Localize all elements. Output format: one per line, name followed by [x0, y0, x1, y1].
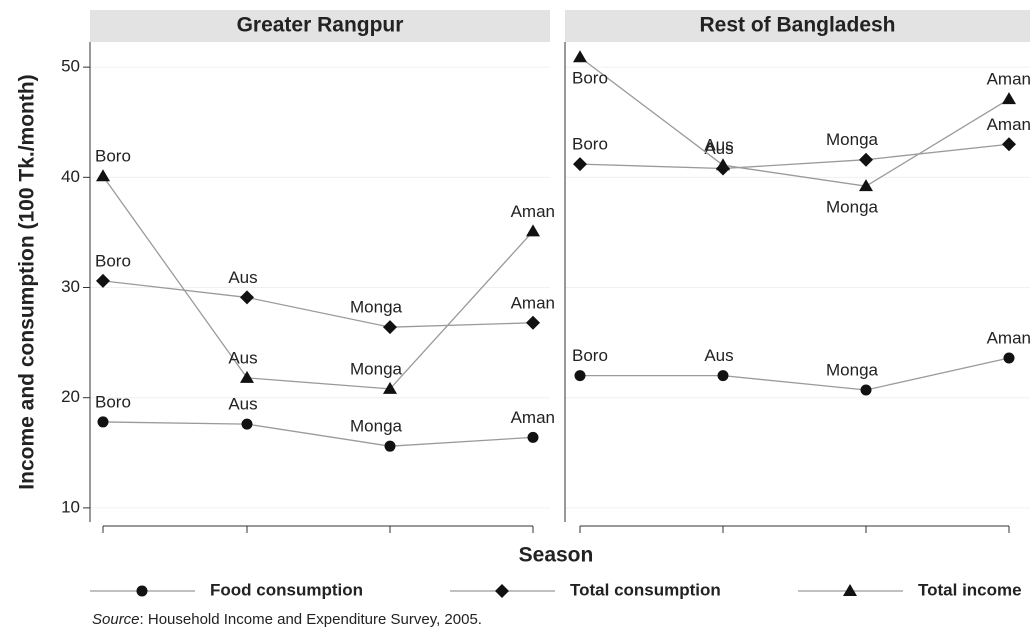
point-label: Aman [511, 293, 555, 312]
source-text: : Household Income and Expenditure Surve… [140, 611, 482, 628]
point-label: Aman [511, 202, 555, 221]
marker-circle [97, 416, 109, 428]
marker-circle [241, 418, 253, 430]
point-label: Boro [95, 147, 131, 166]
marker-triangle [573, 50, 587, 63]
series-line [102, 421, 534, 447]
legend-label: Total consumption [570, 580, 721, 599]
point-label: Monga [826, 360, 879, 379]
marker-circle [527, 431, 539, 443]
strip-background [90, 10, 550, 42]
marker-triangle [1002, 92, 1016, 105]
legend-label: Food consumption [210, 580, 363, 599]
point-label: Boro [95, 392, 131, 411]
point-label: Boro [572, 346, 608, 365]
panel-title: Rest of Bangladesh [699, 14, 895, 37]
marker-triangle [859, 179, 873, 192]
series-line [102, 175, 534, 390]
series-line [579, 143, 1010, 170]
legend-label: Total income [918, 580, 1022, 599]
marker-triangle [96, 169, 110, 182]
point-label: Aman [511, 408, 555, 427]
marker-circle [717, 370, 729, 382]
y-tick-label: 40 [61, 167, 80, 186]
marker-triangle [383, 381, 397, 394]
series-line [580, 357, 1010, 391]
y-tick-label: 20 [61, 387, 80, 406]
marker-triangle [843, 584, 857, 596]
marker-diamond [96, 273, 110, 288]
series-line [579, 56, 1010, 187]
strip-background [565, 10, 1030, 42]
series-line [102, 280, 534, 328]
x-axis-title: Season [519, 544, 594, 567]
point-label: Monga [826, 130, 879, 149]
point-label: Monga [826, 198, 879, 217]
marker-diamond [240, 290, 254, 305]
marker-circle [384, 440, 396, 452]
y-tick-label: 10 [61, 497, 80, 516]
y-tick-label: 30 [61, 277, 80, 296]
point-label: Aus [228, 348, 257, 367]
marker-triangle [526, 224, 540, 237]
marker-circle [574, 370, 586, 382]
marker-circle [1003, 352, 1015, 364]
point-label: Boro [95, 251, 131, 270]
point-label: Aus [228, 395, 257, 414]
point-label: Monga [350, 298, 403, 317]
marker-diamond [1002, 137, 1016, 152]
point-label: Aus [704, 346, 733, 365]
marker-diamond [573, 157, 587, 172]
point-label: Aus [228, 268, 257, 287]
marker-circle [136, 585, 148, 597]
marker-triangle [716, 158, 730, 171]
point-label: Boro [572, 135, 608, 154]
marker-diamond [526, 315, 540, 330]
marker-circle [860, 384, 872, 396]
point-label: Monga [350, 417, 403, 436]
panel-title: Greater Rangpur [237, 14, 404, 37]
marker-diamond [859, 152, 873, 167]
point-label: Aman [987, 115, 1031, 134]
marker-diamond [383, 320, 397, 335]
point-label: Monga [350, 359, 403, 378]
point-label: Aman [987, 329, 1031, 348]
point-label: Boro [572, 69, 608, 88]
marker-diamond [495, 584, 509, 598]
point-label: Aman [987, 70, 1031, 89]
point-label: Aus [704, 139, 733, 158]
point-label: Aus [704, 136, 733, 155]
source-label: Source [92, 611, 140, 628]
y-tick-label: 50 [61, 57, 80, 76]
marker-triangle [240, 370, 254, 383]
y-axis-title: Income and consumption (100 Tk./month) [16, 74, 39, 489]
source-note: Source: Household Income and Expenditure… [92, 611, 482, 628]
